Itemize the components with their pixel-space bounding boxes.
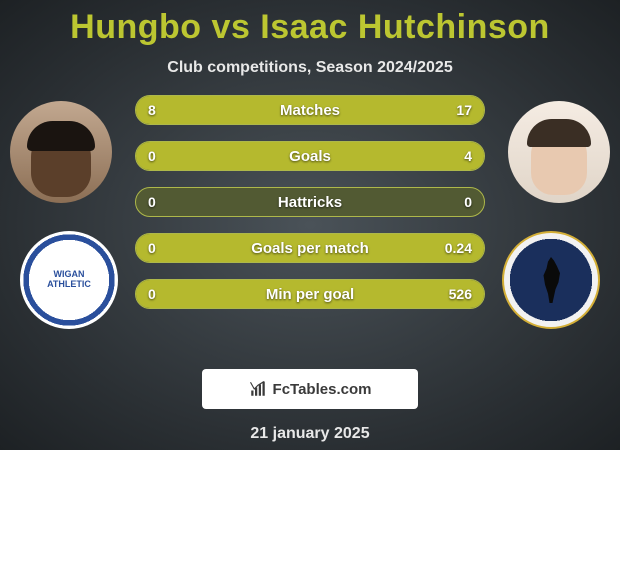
player2-avatar bbox=[508, 101, 610, 203]
stat-value-right: 17 bbox=[456, 102, 472, 118]
title-player2: Isaac Hutchinson bbox=[260, 8, 550, 46]
bar-chart-icon bbox=[249, 380, 267, 398]
page-title: Hungbo vs Isaac Hutchinson bbox=[0, 8, 620, 47]
stat-bars: 8Matches170Goals40Hattricks00Goals per m… bbox=[135, 95, 485, 325]
stat-value-right: 526 bbox=[449, 286, 472, 302]
stat-row: 0Goals4 bbox=[135, 141, 485, 171]
comparison-card: Hungbo vs Isaac Hutchinson Club competit… bbox=[0, 0, 620, 450]
subtitle: Club competitions, Season 2024/2025 bbox=[0, 59, 620, 77]
stat-label: Matches bbox=[136, 102, 484, 119]
stat-row: 0Hattricks0 bbox=[135, 187, 485, 217]
player1-club-name: WIGAN ATHLETIC bbox=[39, 270, 99, 290]
stat-value-right: 0 bbox=[464, 194, 472, 210]
stat-row: 0Min per goal526 bbox=[135, 279, 485, 309]
player2-club-badge bbox=[502, 231, 600, 329]
player1-club-badge: WIGAN ATHLETIC bbox=[20, 231, 118, 329]
title-vs: vs bbox=[212, 8, 261, 46]
stat-row: 0Goals per match0.24 bbox=[135, 233, 485, 263]
stat-value-right: 4 bbox=[464, 148, 472, 164]
stat-label: Goals per match bbox=[136, 240, 484, 257]
player1-face-placeholder bbox=[31, 127, 91, 197]
watermark: FcTables.com bbox=[202, 369, 418, 409]
main-area: WIGAN ATHLETIC 8Matches170Goals40Hattric… bbox=[0, 101, 620, 361]
watermark-text: FcTables.com bbox=[273, 381, 372, 398]
title-player1: Hungbo bbox=[70, 8, 201, 46]
date-text: 21 january 2025 bbox=[0, 425, 620, 443]
pirate-silhouette-icon bbox=[536, 257, 566, 303]
player2-face-placeholder bbox=[531, 127, 587, 195]
player1-avatar bbox=[10, 101, 112, 203]
stat-row: 8Matches17 bbox=[135, 95, 485, 125]
stat-label: Goals bbox=[136, 148, 484, 165]
stat-value-right: 0.24 bbox=[445, 240, 472, 256]
stat-label: Hattricks bbox=[136, 194, 484, 211]
stat-label: Min per goal bbox=[136, 286, 484, 303]
